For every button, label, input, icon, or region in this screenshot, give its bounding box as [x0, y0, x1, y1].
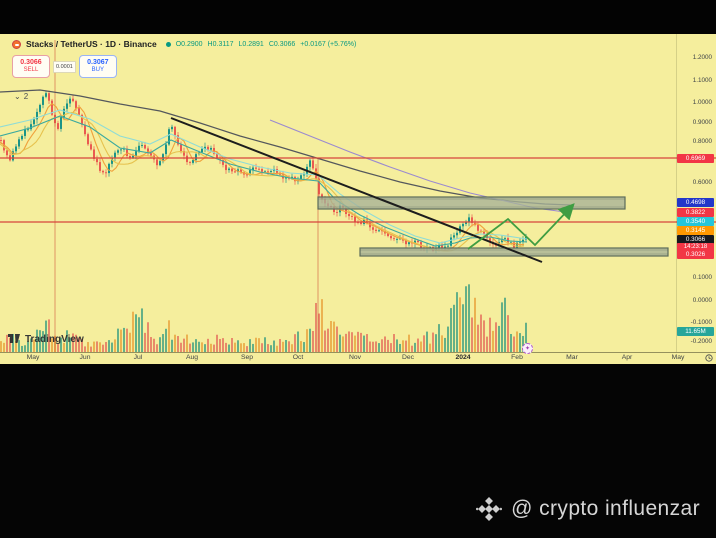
time-label-Jul: Jul — [133, 354, 143, 361]
ohlc-values: O0.2900 H0.3117 L0.2891 C0.3066 +0.0167 … — [176, 41, 357, 48]
indicators-collapse-toggle[interactable]: ⌄ 2 — [14, 92, 28, 101]
stacks-logo-icon — [12, 39, 21, 49]
buy-price: 0.3067 — [87, 59, 109, 67]
time-label-Oct: Oct — [292, 354, 304, 361]
channel-name: @ crypto influenzar — [511, 497, 700, 520]
time-label-Feb: Feb — [511, 354, 523, 361]
price-label-0.4698: 0.4698 — [677, 197, 714, 207]
time-axis-separator — [0, 352, 716, 353]
price-label-0.9000: 0.9000 — [692, 118, 712, 126]
price-label-0.6969: 0.6969 — [677, 153, 714, 163]
market-status-icon — [165, 41, 171, 47]
channel-watermark: @ crypto influenzar — [476, 496, 700, 522]
price-label-0.3540: 0.3540 — [677, 216, 714, 226]
ohlc-change: +0.0167 (+5.76%) — [300, 40, 357, 48]
time-axis[interactable]: May Jun Jul Aug Sep Oct Nov Dec 2024 Feb Mar Apr May — [0, 353, 716, 364]
buy-label: BUY — [91, 67, 104, 74]
time-label-Sep: Sep — [240, 354, 254, 361]
tradingview-logo-text: TradingView — [25, 333, 84, 345]
time-label-Aug: Aug — [185, 354, 199, 361]
time-label-Apr: Apr — [621, 354, 633, 361]
time-label-May: May — [26, 354, 40, 361]
symbol-title[interactable]: Stacks / TetherUS · 1D · Binance — [26, 39, 157, 49]
trade-panel: 0.3066 SELL 0.0001 0.3067 BUY — [12, 55, 117, 78]
price-label-0.0000: 0.0000 — [692, 296, 712, 304]
chart-area[interactable]: Stacks / TetherUS · 1D · Binance O0.2900… — [0, 34, 716, 364]
time-label-2024: 2024 — [455, 354, 471, 361]
ohlc-high: H0.3117 — [207, 40, 234, 48]
price-label-1.1000: 1.1000 — [692, 76, 712, 84]
time-label-Jun: Jun — [79, 354, 91, 361]
time-label-Dec: Dec — [401, 354, 415, 361]
price-label-0.8000: 0.8000 — [692, 137, 712, 145]
price-label-1.0000: 1.0000 — [692, 98, 712, 106]
tradingview-logo[interactable]: TradingView — [8, 333, 84, 345]
chart-canvas[interactable] — [0, 34, 716, 352]
price-label-0.1000: 0.1000 — [692, 273, 712, 281]
clock-icon[interactable] — [705, 354, 713, 362]
chevron-down-icon: ⌄ — [14, 92, 21, 101]
price-label-0.6000: 0.6000 — [692, 178, 712, 186]
sell-price: 0.3066 — [20, 59, 42, 67]
price-axis-separator — [676, 34, 677, 352]
price-label-0.3026: 0.3026 — [677, 249, 714, 259]
price-label-14:23:18: 14:23:18 — [677, 242, 714, 252]
sell-button[interactable]: 0.3066 SELL — [12, 55, 50, 78]
ohlc-low: L0.2891 — [238, 40, 264, 48]
ohlc-close: C0.3066 — [268, 40, 296, 48]
top-letterbox — [0, 0, 716, 34]
tradingview-logo-icon — [8, 334, 20, 343]
price-label-11.65M: 11.65M — [677, 326, 714, 336]
time-label-May: May — [671, 354, 685, 361]
ohlc-open: O0.2900 — [175, 40, 203, 48]
indicators-count: 2 — [23, 92, 29, 101]
price-label--0.1000: -0.1000 — [690, 318, 712, 326]
sell-label: SELL — [23, 67, 39, 74]
time-label-Nov: Nov — [348, 354, 362, 361]
price-label-0.3822: 0.3822 — [677, 207, 714, 217]
binance-diamond-icon — [476, 497, 503, 521]
time-label-Mar: Mar — [566, 354, 578, 361]
price-label-0.3066: 0.3066 — [677, 234, 714, 244]
price-label--0.2000: -0.2000 — [690, 337, 712, 345]
bottom-letterbox: @ crypto influenzar — [0, 364, 716, 538]
spread-value: 0.0001 — [53, 60, 76, 73]
buy-button[interactable]: 0.3067 BUY — [78, 55, 117, 78]
event-marker-icon[interactable]: ✦ — [522, 343, 533, 354]
symbol-header: Stacks / TetherUS · 1D · Binance O0.2900… — [12, 39, 356, 49]
price-label-1.2000: 1.2000 — [692, 53, 712, 61]
price-label-0.3145: 0.3145 — [677, 225, 714, 235]
